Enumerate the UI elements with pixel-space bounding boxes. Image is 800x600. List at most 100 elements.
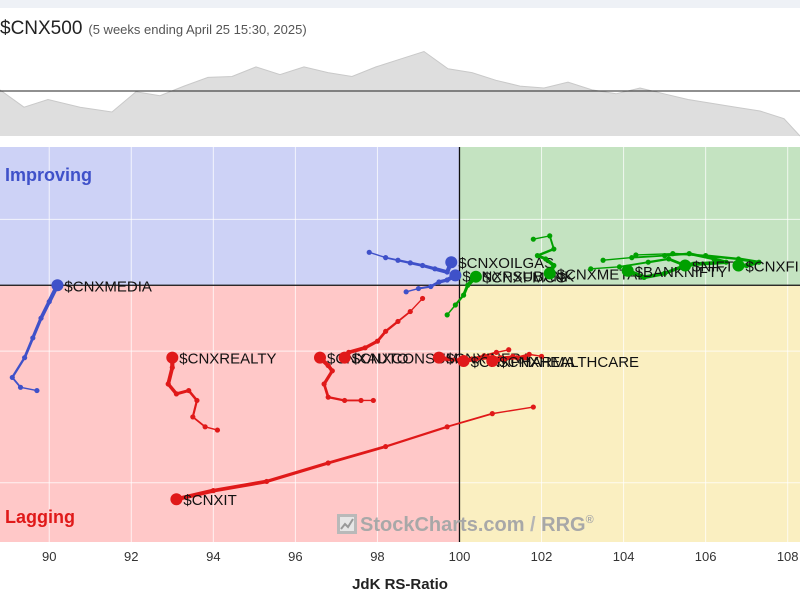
- watermark: StockCharts.com / RRG®: [337, 514, 594, 536]
- series-segment: [23, 336, 35, 360]
- series-point: [629, 255, 635, 261]
- series-point: [403, 289, 409, 295]
- series-segment: [491, 406, 535, 415]
- series-segment: [19, 386, 38, 392]
- series-segment: [191, 399, 199, 419]
- series-point: [444, 312, 450, 318]
- x-axis-label: JdK RS-Ratio: [352, 576, 448, 593]
- series-point: [530, 404, 536, 410]
- series-point: [370, 397, 376, 404]
- series-segment: [409, 297, 424, 313]
- series-cnxconsum: $CNXCONSUM: [338, 295, 459, 368]
- series-point: [551, 246, 557, 252]
- series-head: [314, 351, 326, 364]
- benchmark-panel: [0, 50, 800, 137]
- series-label: $CNXHEALTHCARE: [499, 354, 639, 371]
- series-segment: [191, 416, 207, 428]
- series-point: [38, 315, 44, 321]
- series-point: [662, 270, 668, 276]
- series-point: [547, 233, 553, 239]
- series-head: [486, 354, 499, 367]
- series-segment: [31, 316, 43, 340]
- series-segment: [635, 252, 674, 256]
- quadrant-weakening: [459, 285, 800, 542]
- series-segment: [384, 320, 400, 333]
- series-point: [419, 295, 426, 302]
- series-point: [342, 397, 348, 404]
- series-point: [407, 308, 413, 315]
- series-point: [526, 351, 532, 357]
- series-segment: [536, 247, 556, 257]
- series-point: [551, 262, 557, 269]
- series-segment: [602, 256, 633, 261]
- series-banknifty: $BANKNIFTY: [588, 256, 728, 281]
- series-segment: [532, 235, 551, 240]
- series-cnxfin: $CNXFIN: [633, 251, 800, 276]
- series-point: [383, 328, 389, 334]
- series-segment: [346, 345, 367, 355]
- series-head: [449, 269, 462, 282]
- series-point: [383, 443, 389, 450]
- series-point: [374, 338, 381, 344]
- series-point: [538, 353, 545, 359]
- series-point: [444, 277, 450, 283]
- series-point: [210, 488, 216, 494]
- series-head: [621, 264, 634, 277]
- series-segment: [39, 299, 52, 321]
- series-segment: [326, 445, 388, 465]
- series-segment: [647, 257, 670, 264]
- series-point: [395, 257, 401, 263]
- series-point: [460, 292, 467, 298]
- series-head: [338, 351, 351, 364]
- series-point: [194, 397, 200, 404]
- grid: [0, 147, 800, 542]
- series-point: [465, 282, 471, 288]
- series-label: $BANKNIFTY: [635, 264, 728, 281]
- chart-subtitle: (5 weeks ending April 25 15:30, 2025): [88, 22, 307, 37]
- series-point: [690, 261, 696, 267]
- series-point: [633, 252, 639, 258]
- series-point: [419, 262, 426, 269]
- x-tick-label: 104: [613, 549, 635, 564]
- series-point: [444, 424, 450, 430]
- series-point: [22, 355, 28, 361]
- series-point: [432, 266, 438, 272]
- x-tick-label: 108: [777, 549, 799, 564]
- series-point: [506, 347, 512, 353]
- series-point: [723, 259, 729, 265]
- series-head: [445, 256, 458, 269]
- benchmark-line: [0, 50, 800, 137]
- series-segment: [11, 356, 26, 379]
- series-point: [190, 414, 196, 420]
- x-ticks: 90 92 94 96 98 100 102 104 106 108: [42, 549, 799, 564]
- series-head: [732, 259, 745, 272]
- x-tick-label: 100: [449, 549, 471, 564]
- series-point: [325, 394, 331, 400]
- watermark-text: StockCharts.com: [360, 514, 525, 536]
- series-point: [452, 302, 458, 308]
- series-segment: [384, 425, 449, 448]
- series-head: [51, 279, 64, 292]
- series-label: $CNXCONSUM: [352, 351, 459, 368]
- series-point: [165, 381, 171, 387]
- series-point: [436, 279, 442, 285]
- series-label: $CNXMEDIA: [64, 278, 152, 295]
- series-point: [186, 387, 192, 394]
- series-segment: [590, 266, 621, 270]
- chart-symbol: $CNX500: [0, 18, 83, 39]
- series-segment: [704, 254, 740, 261]
- x-tick-label: 96: [288, 549, 302, 564]
- quadrant-improving: [0, 147, 460, 286]
- series-label: $CNXREALTY: [179, 351, 276, 368]
- series-segment: [327, 396, 346, 402]
- series-point: [543, 256, 549, 262]
- series-segment: [265, 461, 330, 484]
- series-segment: [691, 260, 728, 267]
- series-head: [432, 351, 445, 364]
- series-head: [457, 354, 470, 367]
- series-point: [703, 253, 709, 259]
- series-label: $CNXFIN: [745, 259, 800, 276]
- series-point: [444, 356, 450, 362]
- series-point: [362, 345, 368, 351]
- series-point: [428, 283, 434, 290]
